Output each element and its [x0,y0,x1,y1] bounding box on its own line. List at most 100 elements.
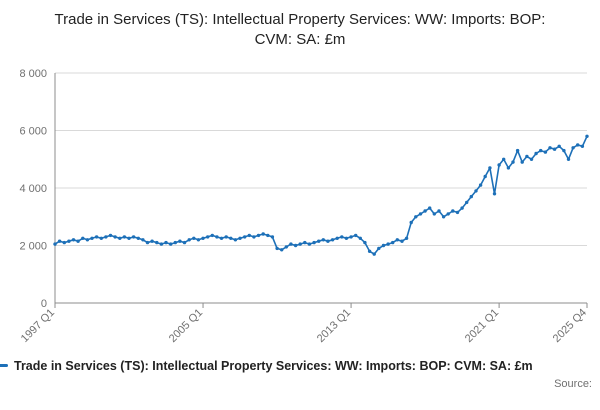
data-point-marker [497,162,501,167]
data-point-marker [81,236,85,240]
data-point-marker [192,236,196,240]
data-point-marker [386,241,390,246]
data-point-marker [455,210,460,214]
x-axis-tick-label: 2005 Q1 [167,306,205,344]
data-point-marker [71,237,76,241]
data-point-marker [76,239,80,243]
data-point-marker [511,159,515,164]
data-point-marker [62,240,66,244]
data-point-marker [127,236,131,240]
data-point-marker [409,220,413,224]
data-point-marker [187,237,191,241]
data-point-marker [377,246,381,250]
data-point-marker [451,208,455,213]
data-point-marker [85,237,90,241]
data-point-marker [164,240,168,244]
data-point-marker [562,148,566,152]
data-point-marker [159,241,164,246]
data-point-marker [391,240,395,244]
y-axis-tick-label: 8 000 [19,68,47,80]
data-point-marker [261,231,265,236]
data-point-marker [67,239,71,243]
data-point-marker [534,151,538,155]
data-point-marker [270,234,275,239]
data-point-marker [293,243,298,247]
data-point-marker [303,240,307,244]
data-point-marker [525,154,529,158]
data-point-marker [94,234,99,239]
data-point-marker [515,148,520,152]
chart-title: Trade in Services (TS): Intellectual Pro… [54,11,546,49]
data-point-marker [178,239,182,243]
data-point-marker [502,157,506,161]
data-point-marker [557,144,561,148]
data-point-marker [321,237,325,241]
data-point-marker [580,144,585,148]
data-point-marker [418,211,423,216]
data-point-marker [414,214,418,218]
y-axis-tick-label: 6 000 [19,125,47,137]
data-point-marker [460,205,464,210]
line-chart: 0 2 000 4 000 6 000 8 000 1997 Q1 2005 Q1 2013 … [19,68,589,345]
data-point-marker [395,237,399,241]
x-axis-tick-label: 2025 Q4 [551,306,589,344]
data-point-marker [474,188,478,193]
data-point-marker [529,157,534,161]
data-point-marker [548,145,552,149]
x-axis-tick-label: 2021 Q1 [463,306,501,344]
data-point-marker [233,237,238,241]
data-point-marker [404,236,409,240]
data-point-marker [358,236,362,240]
data-point-marker [280,247,284,251]
data-point-marker [441,214,446,218]
data-point-marker [247,233,251,237]
data-point-marker [182,240,187,244]
data-point-marker [136,236,140,240]
data-point-marker [113,234,117,239]
data-point-marker [150,239,154,243]
data-point-marker [118,236,122,240]
data-point-marker [131,234,136,239]
data-point-marker [206,234,210,239]
data-point-marker [326,239,330,243]
data-point-marker [492,191,497,195]
data-point-marker [99,236,104,240]
data-point-marker [289,241,293,246]
data-point-marker [372,251,376,256]
data-point-marker [465,200,469,204]
data-point-marker [122,234,127,239]
data-point-marker [566,157,571,161]
data-point-marker [275,246,279,250]
y-axis-tick-label: 2 000 [19,240,47,252]
data-point-marker [585,134,589,138]
legend-label: Trade in Services (TS): Intellectual Pro… [14,358,533,373]
data-point-marker [488,165,492,170]
legend: Trade in Services (TS): Intellectual Pro… [0,357,600,375]
data-point-marker [256,233,261,237]
data-point-marker [169,241,173,246]
data-point-marker [210,233,214,237]
data-point-marker [229,236,233,240]
data-point-marker [446,211,450,216]
data-point-marker [238,236,242,240]
data-point-marker [539,148,543,152]
data-point-marker [428,205,432,210]
data-point-marker [284,244,288,249]
y-axis-tick-label: 4 000 [19,183,47,195]
source-label: Source: [554,377,592,390]
data-point-marker [201,236,205,240]
data-point-marker [90,236,94,240]
data-point-marker [349,234,353,239]
data-point-marker [307,241,312,246]
data-point-marker [520,159,524,164]
data-point-marker [53,241,57,246]
data-point-marker [552,147,557,151]
data-point-marker [317,239,321,243]
data-point-marker [312,240,316,244]
data-point-marker [367,249,372,253]
data-point-marker [335,236,339,240]
x-axis-tick-label: 1997 Q1 [19,306,57,344]
data-point-marker [576,142,580,147]
data-point-marker [469,194,473,198]
data-point-marker [506,165,511,170]
